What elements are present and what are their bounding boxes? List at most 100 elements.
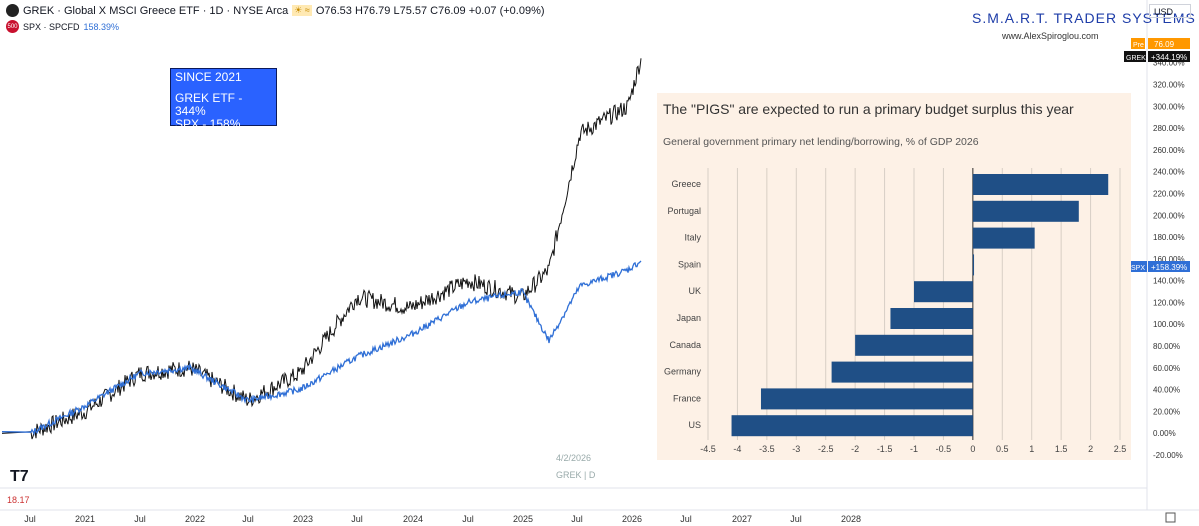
grek-price-tag: GREK +344.19% [1124, 51, 1190, 62]
pre-tag-bg [1131, 38, 1145, 49]
price-axis-tick: 40.00% [1153, 386, 1180, 395]
time-axis-tick: 2022 [185, 514, 205, 524]
compare-header: 500 SPX · SPCFD 158.39% [6, 20, 119, 33]
embedded-x-tick: -3.5 [759, 444, 775, 454]
ohlc-values: O76.53 H76.79 L75.57 C76.09 +0.07 (+0.09… [315, 4, 545, 17]
brand-site: www.AlexSpiroglou.com [1002, 31, 1099, 41]
currency-selector[interactable]: USD [1149, 4, 1191, 18]
price-axis-tick: 140.00% [1153, 277, 1185, 286]
compare-label[interactable]: SPX · SPCFD [23, 21, 80, 32]
price-axis-tick: 0.00% [1153, 429, 1176, 438]
time-axis-tick: 2026 [622, 514, 642, 524]
embedded-x-tick: 0 [970, 444, 975, 454]
price-axis-tick: 120.00% [1153, 298, 1185, 307]
embedded-category-label: Italy [684, 233, 701, 243]
brand-name: S.M.A.R.T. TRADER SYSTEMS [972, 10, 1196, 26]
annotation-line3: SPX - 158% [175, 117, 241, 131]
embedded-bar-portugal[interactable] [972, 200, 1079, 222]
grek-value-bg [1148, 51, 1190, 62]
price-axis-tick: 60.00% [1153, 364, 1180, 373]
embedded-category-label: Spain [678, 259, 701, 269]
embedded-x-tick: -2.5 [818, 444, 834, 454]
performance-annotation: SINCE 2021 GREK ETF - 344% SPX - 158% [170, 68, 277, 131]
time-axis-tick: Jul [571, 514, 583, 524]
price-axis-tick: 160.00% [1153, 255, 1185, 264]
series-line-grek[interactable] [1, 58, 642, 440]
embedded-bar-us[interactable] [731, 415, 973, 437]
time-axis-tick: 2025 [513, 514, 533, 524]
price-axis-tick: 80.00% [1153, 342, 1180, 351]
price-axis-tick: 280.00% [1153, 124, 1185, 133]
embedded-x-tick: 1.5 [1055, 444, 1068, 454]
market-status-icon: ☀ ≈ [292, 5, 312, 16]
time-axis-tick: Jul [680, 514, 692, 524]
spx-logo-icon: 500 [6, 20, 19, 33]
time-axis-tick: 2023 [293, 514, 313, 524]
compare-value: 158.39% [83, 21, 120, 32]
embedded-bar-germany[interactable] [831, 361, 973, 383]
embedded-category-label: UK [688, 286, 701, 296]
time-axis-tick: Jul [242, 514, 254, 524]
time-axis-tick: Jul [24, 514, 36, 524]
embedded-bar-spain[interactable] [972, 254, 975, 276]
embedded-x-tick: 2 [1088, 444, 1093, 454]
time-axis-tick: 2021 [75, 514, 95, 524]
watermark-date: 4/2/2026 [556, 453, 592, 463]
lower-pane-value: 18.17 [7, 495, 30, 505]
embedded-x-tick: -4.5 [700, 444, 716, 454]
spx-tag-value: +158.39% [1151, 263, 1187, 272]
embedded-category-label: US [688, 420, 701, 430]
embedded-x-tick: -0.5 [936, 444, 952, 454]
embedded-bar-japan[interactable] [890, 308, 973, 329]
embedded-x-tick: -2 [851, 444, 859, 454]
tradingview-logo-icon[interactable]: T7 [10, 468, 29, 485]
time-axis-tick: Jul [790, 514, 802, 524]
symbol-header: GREK · Global X MSCI Greece ETF · 1D · N… [6, 4, 545, 17]
embedded-bar-italy[interactable] [972, 227, 1035, 249]
embedded-bar-france[interactable] [760, 388, 973, 410]
price-axis-tick: 300.00% [1153, 102, 1185, 111]
embedded-bar-uk[interactable] [914, 281, 973, 303]
currency-label: USD [1154, 7, 1174, 17]
price-axis-tick: 260.00% [1153, 146, 1185, 155]
price-axis-tick: 180.00% [1153, 233, 1185, 242]
price-axis-tick: -20.00% [1153, 451, 1183, 460]
embedded-bar-canada[interactable] [855, 334, 973, 356]
embedded-x-tick: -4 [733, 444, 741, 454]
embedded-category-label: Portugal [667, 206, 701, 216]
settings-gear-icon[interactable] [1165, 512, 1176, 523]
embedded-x-tick: -1.5 [877, 444, 893, 454]
spx-tag-bg [1129, 261, 1147, 272]
price-axis-tick: 320.00% [1153, 80, 1185, 89]
embedded-x-tick: 0.5 [996, 444, 1009, 454]
spx-price-tag: SPX +158.39% [1129, 261, 1190, 272]
spx-tag-label: SPX [1131, 265, 1145, 272]
time-axis-tick: Jul [351, 514, 363, 524]
time-axis-tick: 2027 [732, 514, 752, 524]
price-axis-tick: 20.00% [1153, 407, 1180, 416]
embedded-chart-title: The "PIGS" are expected to run a primary… [663, 101, 1074, 117]
embedded-x-tick: -1 [910, 444, 918, 454]
annotation-line1: SINCE 2021 [175, 70, 242, 84]
pre-tag-label: Pre [1133, 42, 1144, 49]
time-axis-tick: 2028 [841, 514, 861, 524]
pre-value-bg [1148, 38, 1190, 49]
symbol-title[interactable]: GREK · Global X MSCI Greece ETF · 1D · N… [23, 4, 289, 17]
price-axis-tick: 220.00% [1153, 189, 1185, 198]
embedded-category-label: Canada [669, 340, 701, 350]
embedded-x-tick: -3 [792, 444, 800, 454]
symbol-logo-icon [6, 4, 19, 17]
price-axis-tick: 100.00% [1153, 320, 1185, 329]
price-axis-tick: 200.00% [1153, 211, 1185, 220]
grek-tag-label: GREK [1126, 55, 1146, 62]
embedded-x-tick: 1 [1029, 444, 1034, 454]
embedded-bar-greece[interactable] [972, 174, 1109, 195]
series-line-spx[interactable] [1, 260, 642, 436]
embedded-category-label: Greece [671, 179, 701, 189]
time-axis-tick: 2024 [403, 514, 423, 524]
embedded-category-label: France [673, 393, 701, 403]
grek-tag-value: +344.19% [1151, 53, 1187, 62]
watermark-symbol: GREK | D [556, 470, 596, 480]
